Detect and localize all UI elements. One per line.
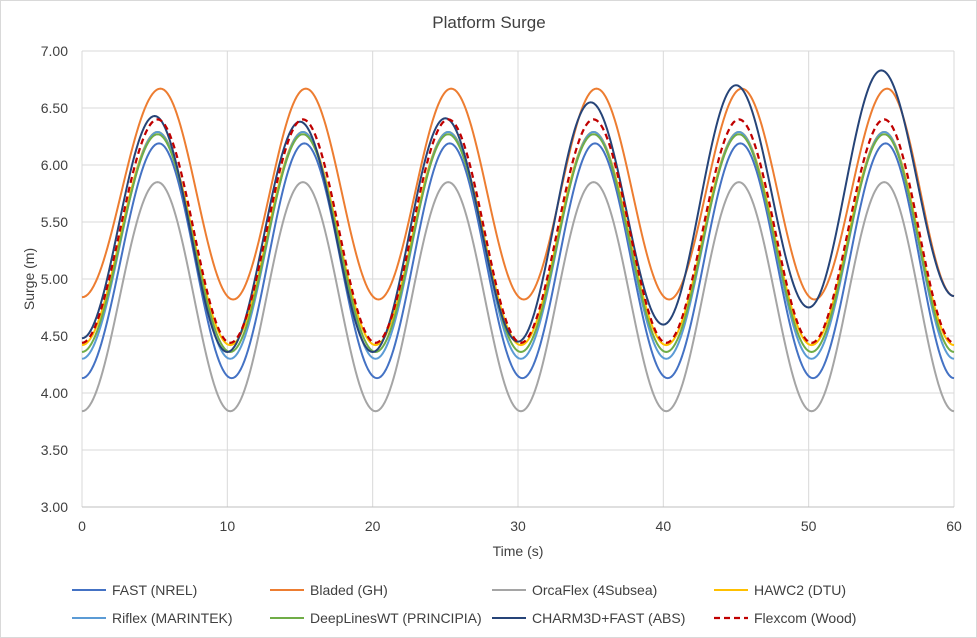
- chart-title: Platform Surge: [432, 13, 545, 32]
- x-axis-ticks: 0 10 20 30 40 50 60: [78, 518, 962, 534]
- legend-label: DeepLinesWT (PRINCIPIA): [310, 610, 482, 626]
- y-tick-label: 6.00: [41, 157, 68, 173]
- y-tick-label: 5.50: [41, 214, 68, 230]
- series-line-7: [81, 118, 955, 344]
- grid-lines: [81, 50, 955, 508]
- legend-label: HAWC2 (DTU): [754, 582, 846, 598]
- series-line-0: [81, 142, 955, 380]
- legend-label: Riflex (MARINTEK): [112, 610, 233, 626]
- series-line-1: [81, 87, 955, 301]
- legend-label: CHARM3D+FAST (ABS): [532, 610, 685, 626]
- y-axis-ticks: 3.00 3.50 4.00 4.50 5.00 5.50 6.00 6.50 7.00: [41, 43, 68, 515]
- series-line-4: [81, 130, 955, 360]
- x-tick-label: 30: [510, 518, 526, 534]
- x-tick-label: 40: [656, 518, 672, 534]
- legend-label: FAST (NREL): [112, 582, 197, 598]
- legend-label: OrcaFlex (4Subsea): [532, 582, 657, 598]
- y-tick-label: 3.00: [41, 499, 68, 515]
- y-axis-title: Surge (m): [21, 248, 37, 310]
- x-tick-label: 50: [801, 518, 817, 534]
- series-layer: [81, 69, 955, 413]
- legend: FAST (NREL) Bladed (GH) OrcaFlex (4Subsea)…: [72, 582, 856, 626]
- y-tick-label: 5.00: [41, 271, 68, 287]
- y-tick-label: 6.50: [41, 100, 68, 116]
- y-tick-label: 3.50: [41, 442, 68, 458]
- x-axis-title: Time (s): [493, 543, 544, 559]
- series-line-3: [81, 130, 955, 347]
- x-tick-label: 20: [365, 518, 381, 534]
- y-tick-label: 4.50: [41, 328, 68, 344]
- x-tick-label: 60: [946, 518, 962, 534]
- series-line-6: [81, 69, 955, 353]
- x-tick-label: 0: [78, 518, 86, 534]
- x-tick-label: 10: [220, 518, 236, 534]
- series-line-2: [81, 181, 955, 413]
- y-tick-label: 7.00: [41, 43, 68, 59]
- y-tick-label: 4.00: [41, 385, 68, 401]
- legend-label: Bladed (GH): [310, 582, 388, 598]
- legend-label: Flexcom (Wood): [754, 610, 856, 626]
